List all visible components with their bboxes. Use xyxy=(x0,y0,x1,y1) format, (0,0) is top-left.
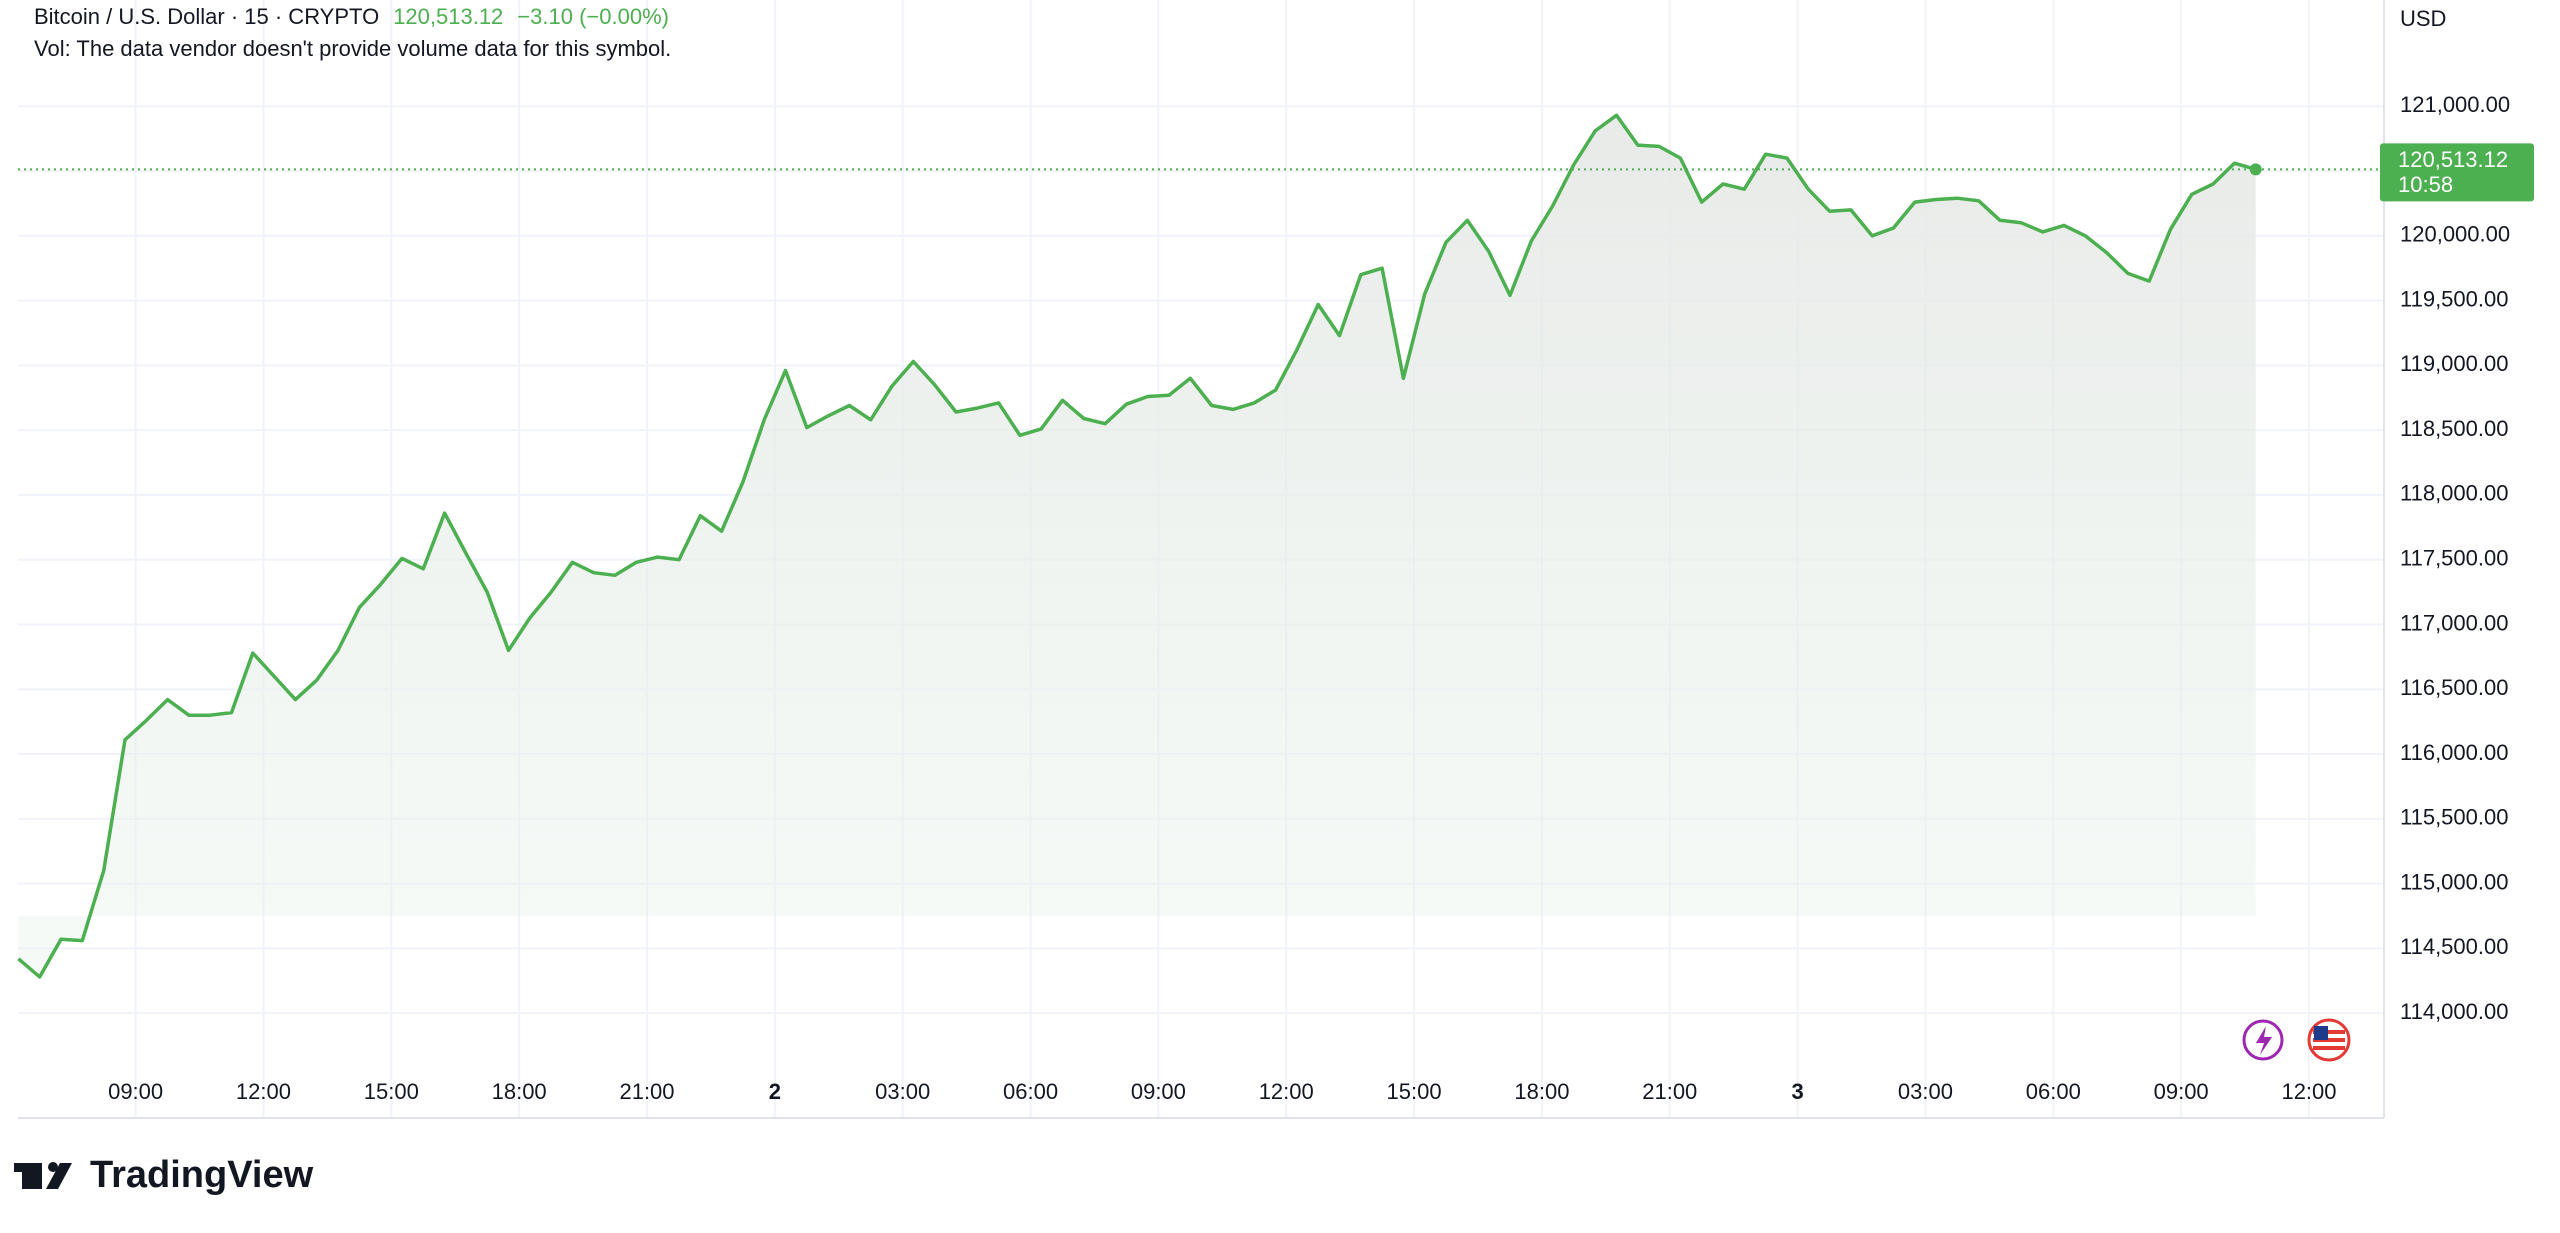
brand: TradingView xyxy=(90,1154,314,1196)
countdown: 10:58 xyxy=(2398,172,2453,197)
x-tick-label: 21:00 xyxy=(1642,1079,1697,1104)
x-tick-label: 09:00 xyxy=(1131,1079,1186,1104)
x-tick-label: 03:00 xyxy=(875,1079,930,1104)
last-price-box xyxy=(2380,143,2534,202)
header-price: 120,513.12 xyxy=(393,4,503,29)
x-tick-label: 2 xyxy=(769,1079,781,1104)
y-tick-label: 118,000.00 xyxy=(2400,481,2508,506)
y-tick-label: 115,000.00 xyxy=(2400,869,2508,894)
y-tick-label: 115,500.00 xyxy=(2400,805,2508,830)
y-tick-label: 116,500.00 xyxy=(2400,675,2508,700)
y-tick-label: 119,500.00 xyxy=(2400,286,2508,311)
x-tick-label: 15:00 xyxy=(1387,1079,1442,1104)
y-tick-label: 119,000.00 xyxy=(2400,351,2508,376)
x-tick-label: 09:00 xyxy=(2154,1079,2209,1104)
plot xyxy=(17,113,2262,979)
y-tick-label: 120,000.00 xyxy=(2400,222,2510,247)
y-tick-label: 118,500.00 xyxy=(2400,416,2508,441)
y-tick-label: 117,500.00 xyxy=(2400,546,2508,571)
x-tick-label: 09:00 xyxy=(108,1079,163,1104)
y-tick-label: 117,000.00 xyxy=(2400,610,2508,635)
x-tick-label: 12:00 xyxy=(2281,1079,2336,1104)
y-tick-label: 116,000.00 xyxy=(2400,740,2508,765)
symbol: Bitcoin / U.S. Dollar · 15 · CRYPTO xyxy=(34,4,379,29)
x-tick-label: 18:00 xyxy=(492,1079,547,1104)
x-tick-label: 03:00 xyxy=(1898,1079,1953,1104)
header-change: −3.10 (−0.00%) xyxy=(517,4,669,29)
x-tick-label: 3 xyxy=(1791,1079,1803,1104)
brand-logo: TradingView xyxy=(14,1154,314,1196)
price-line xyxy=(17,113,2257,979)
last-point xyxy=(2249,163,2262,176)
x-tick-label: 21:00 xyxy=(619,1079,674,1104)
last-price-label: 120,513.12 xyxy=(2398,147,2508,172)
x-tick-label: 12:00 xyxy=(1259,1079,1314,1104)
x-tick-label: 18:00 xyxy=(1514,1079,1569,1104)
y-tick-label: 114,500.00 xyxy=(2400,934,2508,959)
x-tick-label: 15:00 xyxy=(364,1079,419,1104)
y-tick-label: 114,000.00 xyxy=(2400,999,2508,1024)
x-tick-label: 12:00 xyxy=(236,1079,291,1104)
x-tick-label: 06:00 xyxy=(1003,1079,1058,1104)
icons xyxy=(2242,1018,2351,1062)
x-tick-label: 06:00 xyxy=(2026,1079,2081,1104)
currency: USD xyxy=(2400,6,2446,31)
symbol-title: Bitcoin / U.S. Dollar · 15 · CRYPTO 120,5… xyxy=(34,4,669,29)
area xyxy=(18,115,2256,977)
currency-box xyxy=(2386,0,2560,40)
volume-note: Vol: The data vendor doesn't provide vol… xyxy=(34,36,671,61)
y-tick-label: 121,000.00 xyxy=(2400,92,2510,117)
